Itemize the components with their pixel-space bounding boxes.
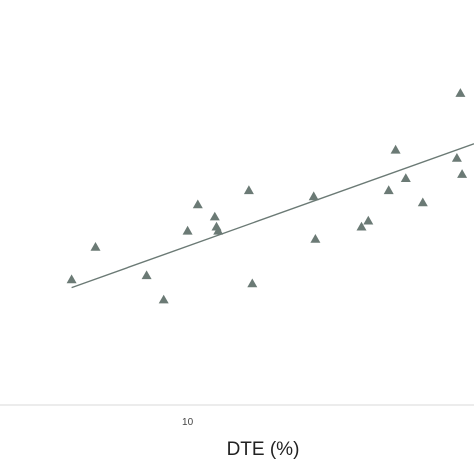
data-point-6	[209, 211, 220, 221]
x-axis-title: DTE (%)	[227, 439, 300, 460]
data-point-17	[400, 173, 411, 182]
data-point-10	[247, 278, 258, 288]
data-point-14	[363, 215, 374, 225]
data-point-18	[417, 197, 428, 207]
x-tick-label-0: 10	[182, 417, 194, 428]
trendline	[71, 143, 474, 289]
data-point-16	[390, 144, 401, 154]
data-points	[66, 88, 468, 304]
data-point-3	[158, 294, 169, 304]
data-point-1	[90, 242, 101, 251]
data-point-19	[451, 153, 462, 162]
data-point-5	[192, 199, 203, 209]
data-point-2	[141, 270, 152, 280]
data-point-15	[383, 185, 394, 195]
data-point-12	[310, 234, 321, 243]
trendline-layer	[71, 143, 474, 289]
data-point-9	[243, 185, 254, 195]
data-point-8	[213, 225, 224, 235]
data-point-11	[308, 191, 319, 201]
data-point-20	[455, 88, 466, 97]
data-point-0	[66, 274, 77, 284]
data-point-13	[356, 221, 367, 231]
data-point-4	[182, 225, 193, 235]
x-axis-ticks: 10	[182, 417, 194, 428]
data-point-21	[457, 169, 468, 178]
